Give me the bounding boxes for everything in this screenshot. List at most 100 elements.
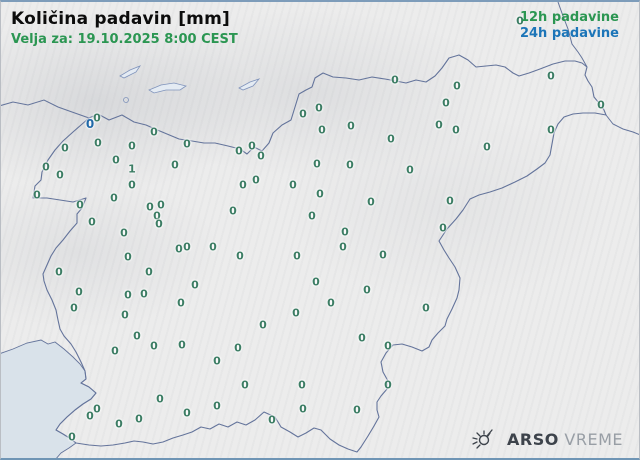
station-value-12h: 0 xyxy=(289,178,297,192)
station-value-12h: 0 xyxy=(115,417,123,431)
station-value-12h: 0 xyxy=(341,225,349,239)
brand-product: VREME xyxy=(564,429,623,449)
station-value-12h: 0 xyxy=(124,250,132,264)
italy-austria-border xyxy=(1,99,90,119)
station-value-12h: 0 xyxy=(171,158,179,172)
hungary-croatia-border xyxy=(605,114,639,135)
lake-klopein xyxy=(238,78,261,91)
station-value-12h: 0 xyxy=(121,308,129,322)
station-value-12h: 0 xyxy=(483,140,491,154)
station-value-12h: 0 xyxy=(61,141,69,155)
station-value-12h: 0 xyxy=(93,402,101,416)
station-value-12h: 0 xyxy=(213,399,221,413)
station-value-12h: 0 xyxy=(88,215,96,229)
station-value-12h: 0 xyxy=(146,200,154,214)
station-value-12h: 0 xyxy=(547,69,555,83)
station-value-12h: 0 xyxy=(363,283,371,297)
station-value-12h: 0 xyxy=(313,157,321,171)
station-value-12h: 0 xyxy=(248,139,256,153)
station-value-12h: 0 xyxy=(75,285,83,299)
station-value-12h: 0 xyxy=(111,344,119,358)
station-value-12h: 0 xyxy=(387,132,395,146)
station-value-12h: 0 xyxy=(442,96,450,110)
station-value-12h: 0 xyxy=(70,301,78,315)
station-value-12h: 0 xyxy=(56,168,64,182)
station-value-12h: 0 xyxy=(145,265,153,279)
station-value-12h: 0 xyxy=(135,412,143,426)
station-value-12h: 0 xyxy=(406,163,414,177)
legend-item-24h[interactable]: 24h padavine xyxy=(519,26,619,41)
arso-vreme-branding: ARSO VREME xyxy=(469,426,623,452)
station-value-12h: 0 xyxy=(155,217,163,231)
brand-agency: ARSO xyxy=(506,429,559,449)
station-value-12h: 0 xyxy=(183,240,191,254)
station-value-12h: 0 xyxy=(150,339,158,353)
station-value-12h: 0 xyxy=(252,173,260,187)
station-value-12h: 0 xyxy=(308,209,316,223)
station-value-12h: 0 xyxy=(42,160,50,174)
brand-text: ARSO VREME xyxy=(507,430,623,449)
station-value-24h: 0 xyxy=(85,117,95,131)
valid-time-label: Velja za: 19.10.2025 8:00 CEST xyxy=(11,32,238,47)
station-value-12h: 0 xyxy=(235,144,243,158)
station-value-12h: 0 xyxy=(347,119,355,133)
station-value-12h: 0 xyxy=(183,406,191,420)
station-value-12h: 0 xyxy=(391,73,399,87)
station-value-12h: 0 xyxy=(292,306,300,320)
station-value-12h: 0 xyxy=(213,354,221,368)
station-value-12h: 0 xyxy=(178,338,186,352)
station-value-12h: 0 xyxy=(316,187,324,201)
austria-hungary-border xyxy=(557,2,588,68)
station-value-12h: 0 xyxy=(259,318,267,332)
station-value-12h: 0 xyxy=(452,123,460,137)
page-title: Količina padavin [mm] xyxy=(11,9,230,29)
station-value-12h: 0 xyxy=(177,296,185,310)
station-value-12h: 0 xyxy=(299,402,307,416)
station-value-12h: 0 xyxy=(156,392,164,406)
legend-item-12h[interactable]: 12h padavine xyxy=(519,10,619,25)
station-value-12h: 0 xyxy=(257,149,265,163)
station-value-12h: 0 xyxy=(55,265,63,279)
station-value-12h: 0 xyxy=(157,198,165,212)
station-value-12h: 0 xyxy=(384,339,392,353)
station-value-12h: 0 xyxy=(120,226,128,240)
lake-small xyxy=(123,97,129,103)
station-value-12h: 0 xyxy=(241,378,249,392)
station-value-12h: 0 xyxy=(150,125,158,139)
station-value-12h: 0 xyxy=(453,79,461,93)
station-value-12h: 0 xyxy=(239,178,247,192)
station-value-12h: 0 xyxy=(110,191,118,205)
station-value-12h: 1 xyxy=(128,162,136,176)
station-value-12h: 0 xyxy=(209,240,217,254)
station-value-12h: 0 xyxy=(183,137,191,151)
station-value-12h: 0 xyxy=(268,413,276,427)
station-value-12h: 0 xyxy=(94,136,102,150)
station-value-12h: 0 xyxy=(367,195,375,209)
station-value-12h: 0 xyxy=(446,194,454,208)
station-value-12h: 0 xyxy=(140,287,148,301)
station-value-12h: 0 xyxy=(384,378,392,392)
station-value-12h: 0 xyxy=(68,430,76,444)
station-value-12h: 0 xyxy=(236,249,244,263)
lake-ossiach xyxy=(119,65,142,79)
station-value-12h: 0 xyxy=(547,123,555,137)
station-value-12h: 0 xyxy=(191,278,199,292)
station-value-12h: 0 xyxy=(312,275,320,289)
legend: 12h padavine 24h padavine xyxy=(520,10,619,42)
station-value-12h: 0 xyxy=(128,139,136,153)
station-value-12h: 0 xyxy=(175,242,183,256)
station-value-12h: 0 xyxy=(327,296,335,310)
station-value-12h: 0 xyxy=(516,14,524,28)
station-value-12h: 0 xyxy=(93,111,101,125)
station-value-12h: 0 xyxy=(339,240,347,254)
station-value-12h: 0 xyxy=(128,178,136,192)
station-value-12h: 0 xyxy=(86,409,94,423)
station-value-12h: 0 xyxy=(293,249,301,263)
station-value-12h: 0 xyxy=(229,204,237,218)
station-value-12h: 0 xyxy=(346,158,354,172)
station-value-12h: 0 xyxy=(422,301,430,315)
station-value-12h: 0 xyxy=(33,188,41,202)
station-value-12h: 0 xyxy=(318,123,326,137)
